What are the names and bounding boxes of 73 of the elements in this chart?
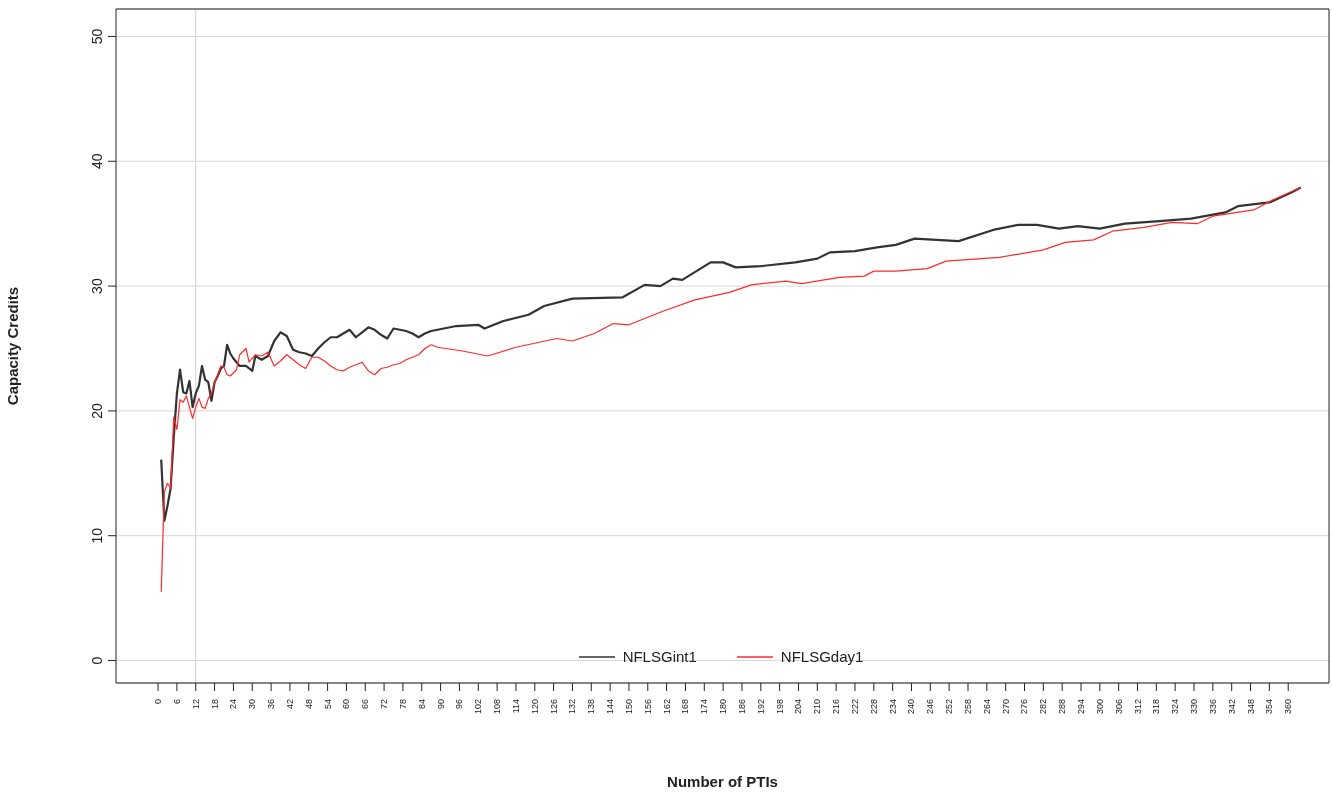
x-tick-label: 282 xyxy=(1038,699,1049,715)
x-tick-label: 192 xyxy=(755,699,766,715)
x-tick-label: 156 xyxy=(642,699,653,715)
x-tick-label: 210 xyxy=(812,699,823,715)
x-tick-label: 84 xyxy=(416,699,427,710)
x-tick-label: 264 xyxy=(981,699,992,715)
line-series xyxy=(160,186,1302,593)
x-tick-label: 36 xyxy=(266,699,277,710)
x-tick-label: 258 xyxy=(962,699,973,715)
x-tick-label: 186 xyxy=(736,699,747,715)
x-tick-label: 252 xyxy=(944,699,955,715)
x-tick-label: 72 xyxy=(379,699,390,710)
x-tick-label: 0 xyxy=(153,699,164,705)
x-tick-label: 138 xyxy=(586,699,597,715)
x-tick-label: 54 xyxy=(322,699,333,710)
x-tick-label: 324 xyxy=(1170,699,1181,715)
x-tick-label: 240 xyxy=(906,699,917,715)
x-tick-label: 132 xyxy=(567,699,578,715)
x-tick-label: 306 xyxy=(1113,699,1124,715)
x-tick-label: 30 xyxy=(247,699,258,710)
x-tick-label: 234 xyxy=(887,699,898,715)
x-tick-label: 294 xyxy=(1076,699,1086,715)
x-tick-label: 108 xyxy=(492,699,503,715)
x-tick-label: 126 xyxy=(548,699,559,715)
x-tick-label: 330 xyxy=(1189,699,1200,715)
x-tick-label: 12 xyxy=(190,699,201,710)
x-tick-label: 42 xyxy=(284,699,295,710)
x-tick-label: 174 xyxy=(699,699,710,715)
x-tick-label: 180 xyxy=(718,699,729,715)
x-tick-label: 300 xyxy=(1094,699,1105,715)
x-tick-label: 354 xyxy=(1264,699,1275,715)
x-axis-title: Number of PTIs xyxy=(667,773,778,790)
x-tick-label: 288 xyxy=(1057,699,1068,715)
x-tick-label: 222 xyxy=(849,699,860,715)
x-tick-label: 48 xyxy=(303,699,314,710)
x-tick-label: 114 xyxy=(510,699,521,714)
x-tick-label: 60 xyxy=(341,699,352,710)
x-tick-label: 276 xyxy=(1019,699,1030,715)
x-tick-label: 228 xyxy=(868,699,879,715)
x-tick-label: 318 xyxy=(1151,699,1162,715)
y-axis-title: Capacity Credits xyxy=(4,286,22,406)
x-tick-label: 198 xyxy=(774,699,785,715)
legend-label: NFLSGday1 xyxy=(780,648,864,665)
y-tick-label: 0 xyxy=(89,656,105,665)
x-tick-label: 96 xyxy=(454,699,465,710)
x-tick-label: 312 xyxy=(1132,699,1143,715)
x-tick-label: 18 xyxy=(209,699,220,710)
y-tick-label: 20 xyxy=(89,402,105,419)
x-tick-label: 6 xyxy=(171,699,182,705)
y-tick-label: 50 xyxy=(89,28,105,45)
x-tick-label: 150 xyxy=(623,699,634,715)
x-tick-label: 168 xyxy=(680,699,691,715)
x-tick-label: 246 xyxy=(925,699,936,715)
line-series xyxy=(160,186,1302,522)
x-tick-label: 216 xyxy=(831,699,842,715)
x-tick-label: 270 xyxy=(1000,699,1011,715)
x-tick-label: 66 xyxy=(360,699,371,710)
x-tick-label: 144 xyxy=(605,699,616,715)
y-tick-label: 10 xyxy=(89,527,105,544)
y-tick-label: 30 xyxy=(89,278,105,294)
x-tick-label: 348 xyxy=(1245,699,1256,715)
x-tick-label: 336 xyxy=(1207,699,1218,715)
x-tick-label: 90 xyxy=(435,699,446,710)
x-tick-label: 342 xyxy=(1226,699,1237,715)
x-tick-label: 360 xyxy=(1283,699,1294,715)
y-tick-label: 40 xyxy=(89,153,105,170)
x-tick-label: 24 xyxy=(228,699,239,710)
x-tick-label: 120 xyxy=(529,699,540,715)
x-tick-label: 162 xyxy=(661,699,672,715)
x-tick-label: 102 xyxy=(473,699,484,715)
legend-label: NFLSGint1 xyxy=(622,648,697,665)
x-tick-label: 78 xyxy=(397,699,408,710)
x-tick-label: 204 xyxy=(793,699,804,715)
